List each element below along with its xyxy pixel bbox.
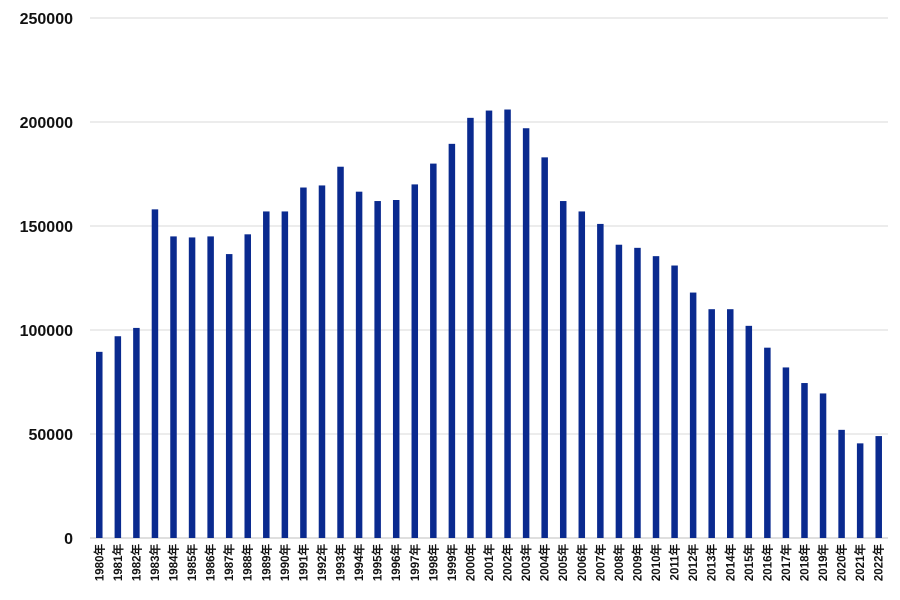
bar [522, 128, 530, 539]
x-tick-label: 2015年 [742, 544, 756, 582]
bar [448, 143, 456, 538]
bar [133, 327, 140, 538]
bar [170, 236, 177, 538]
bar [467, 117, 474, 538]
bars [96, 109, 882, 539]
x-tick-label: 1990年 [278, 544, 292, 582]
bar [411, 184, 419, 538]
bar [671, 265, 678, 538]
bar [838, 429, 845, 538]
x-tick-label: 1984年 [167, 544, 181, 582]
bar [764, 347, 771, 538]
x-tick-label: 1993年 [334, 544, 348, 582]
x-tick-label: 2007年 [593, 544, 607, 582]
x-tick-label: 1981年 [111, 544, 125, 582]
x-tick-label: 2018年 [797, 544, 811, 582]
bar [708, 309, 715, 538]
x-tick-label: 1994年 [352, 544, 366, 582]
bar [782, 367, 790, 538]
bar [374, 201, 381, 539]
x-tick-label: 1989年 [259, 544, 273, 582]
bar [504, 109, 511, 539]
bar [318, 185, 326, 538]
bar [225, 254, 233, 538]
bar [559, 201, 567, 539]
y-tick-label: 50000 [29, 427, 74, 444]
bar [801, 383, 808, 538]
x-tick-label: 2021年 [853, 544, 867, 582]
x-tick-label: 2012年 [686, 544, 700, 582]
x-tick-label: 1980年 [92, 544, 106, 582]
bar [281, 211, 289, 538]
x-tick-label: 1987年 [222, 544, 236, 582]
y-tick-label: 100000 [20, 323, 73, 340]
x-tick-label: 2013年 [705, 544, 719, 582]
x-tick-label: 1996年 [389, 544, 403, 582]
bar [392, 200, 400, 538]
bar [875, 436, 882, 538]
x-tick-label: 2022年 [872, 544, 886, 582]
y-tick-label: 200000 [20, 115, 73, 132]
x-tick-label: 1995年 [371, 544, 385, 582]
x-tick-label: 2004年 [538, 544, 552, 582]
x-tick-label: 2003年 [519, 544, 533, 582]
bar [244, 234, 251, 538]
bar [207, 236, 214, 538]
x-tick-label: 1982年 [129, 544, 143, 582]
x-tick-label: 2001年 [482, 544, 496, 582]
x-tick-label: 2009年 [630, 544, 644, 582]
x-tick-label: 2017年 [779, 544, 793, 582]
y-tick-label: 150000 [20, 219, 73, 236]
bar [615, 244, 623, 538]
bar [263, 211, 270, 538]
x-tick-label: 2011年 [668, 544, 682, 581]
x-tick-label: 2000年 [463, 544, 477, 582]
bar [819, 393, 827, 538]
x-tick-label: 1991年 [296, 544, 310, 582]
x-tick-label: 1992年 [315, 544, 329, 582]
bar [300, 187, 307, 538]
x-tick-label: 2016年 [760, 544, 774, 582]
x-tick-label: 2010年 [649, 544, 663, 582]
y-tick-label: 250000 [20, 11, 73, 28]
bar [355, 191, 363, 538]
y-axis-ticks: 0 50000 100000 150000 200000 250000 [20, 11, 73, 548]
bar [114, 336, 122, 538]
x-tick-label: 1997年 [408, 544, 422, 582]
bar [652, 256, 660, 538]
bar [337, 166, 344, 538]
x-tick-label: 2020年 [835, 544, 849, 582]
bar [541, 157, 548, 539]
bar [689, 292, 697, 538]
x-tick-label: 1985年 [185, 544, 199, 582]
bar [151, 209, 159, 539]
x-tick-label: 1983年 [148, 544, 162, 582]
bar [597, 223, 604, 539]
x-tick-label: 2014年 [723, 544, 737, 582]
x-tick-label: 1986年 [204, 544, 218, 582]
x-tick-label: 2005年 [556, 544, 570, 582]
x-axis-ticks: 1980年 1981年 1982年 1983年 1984年 1985年 1986年 1987年… [92, 544, 885, 582]
bar [578, 211, 586, 538]
x-tick-label: 1988年 [241, 544, 255, 582]
x-tick-label: 2008年 [612, 544, 626, 582]
bar [430, 163, 437, 538]
bar [856, 443, 864, 538]
bar [745, 325, 753, 538]
x-tick-label: 2006年 [575, 544, 589, 582]
x-tick-label: 2019年 [816, 544, 830, 582]
bar [727, 309, 734, 538]
bar [188, 237, 196, 538]
x-tick-label: 1999年 [445, 544, 459, 582]
x-tick-label: 2002年 [501, 544, 515, 582]
bar [96, 351, 103, 538]
x-tick-label: 1998年 [426, 544, 440, 582]
y-tick-label: 0 [64, 531, 73, 548]
bar [485, 110, 493, 538]
bar [634, 247, 641, 538]
